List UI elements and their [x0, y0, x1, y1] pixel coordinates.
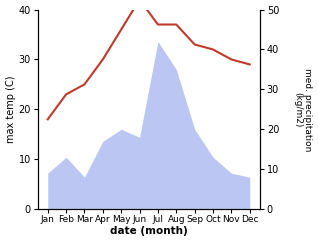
X-axis label: date (month): date (month) — [110, 227, 188, 236]
Y-axis label: max temp (C): max temp (C) — [5, 76, 16, 143]
Y-axis label: med. precipitation
(kg/m2): med. precipitation (kg/m2) — [293, 68, 313, 151]
